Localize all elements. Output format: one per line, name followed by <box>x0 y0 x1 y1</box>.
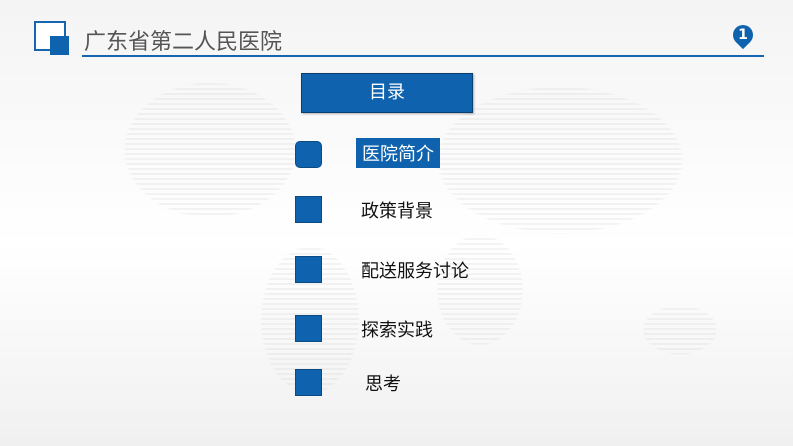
world-map-background <box>60 60 760 420</box>
toc-item-label: 医院简介 <box>356 138 440 168</box>
toc-item-label: 政策背景 <box>361 201 433 222</box>
toc-item-label: 探索实践 <box>361 320 433 341</box>
page-title: 广东省第二人民医院 <box>84 30 283 55</box>
page-number: 1 <box>738 27 748 43</box>
bullet-square-icon <box>295 141 322 168</box>
toc-heading: 目录 <box>301 73 473 113</box>
bullet-square-icon <box>295 369 322 396</box>
logo-square-fill <box>50 36 69 55</box>
toc-item-label: 思考 <box>365 374 401 395</box>
bullet-square-icon <box>295 256 322 283</box>
bullet-square-icon <box>295 196 322 223</box>
toc-item-label: 配送服务讨论 <box>361 261 469 282</box>
title-underline <box>82 55 764 57</box>
bullet-square-icon <box>295 315 322 342</box>
